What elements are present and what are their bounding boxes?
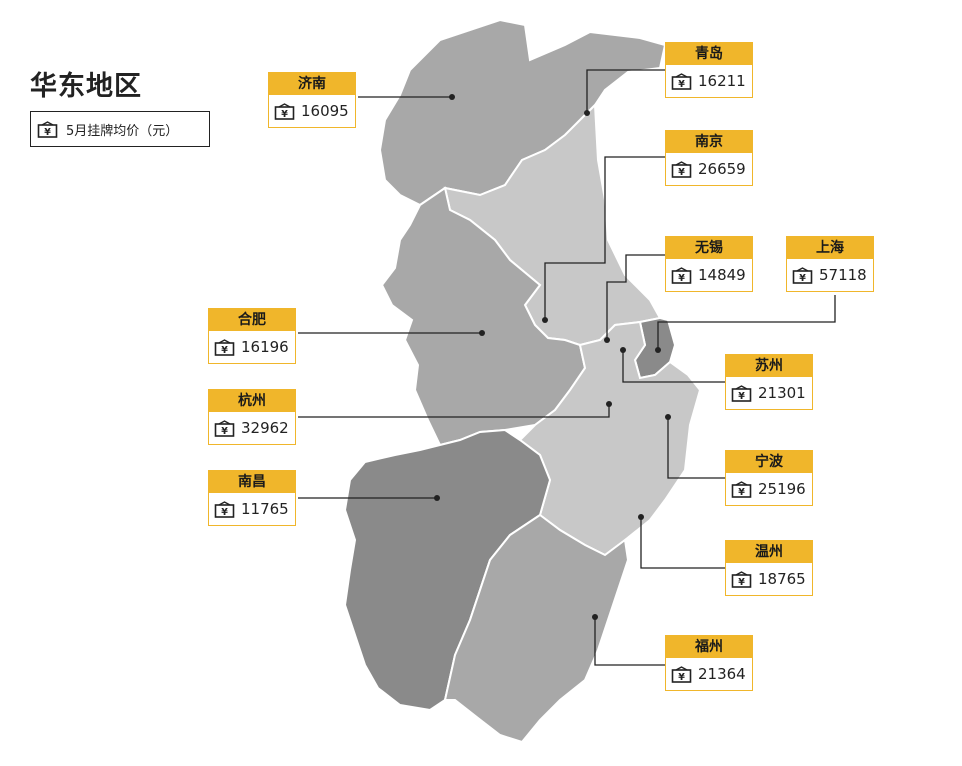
callout-nanjing: 南京 ¥26659 <box>665 130 753 186</box>
city-dots <box>434 94 671 620</box>
city-dot-nanchang <box>434 495 440 501</box>
region-zhejiang <box>518 320 702 557</box>
city-price: 32962 <box>241 419 289 437</box>
city-name: 青岛 <box>666 43 752 65</box>
price-tag-icon: ¥ <box>671 266 692 284</box>
svg-text:¥: ¥ <box>678 167 685 178</box>
leader-line-nanjing <box>544 156 665 320</box>
callout-jinan: 济南 ¥16095 <box>268 72 356 128</box>
price-tag-icon: ¥ <box>731 384 752 402</box>
city-name: 温州 <box>726 541 812 563</box>
city-price: 11765 <box>241 500 289 518</box>
price-tag-icon: ¥ <box>671 160 692 178</box>
page-title: 华东地区 <box>30 71 142 102</box>
city-price: 18765 <box>758 570 806 588</box>
callout-hangzhou: 杭州 ¥32962 <box>208 389 296 445</box>
city-name: 苏州 <box>726 355 812 377</box>
city-name: 无锡 <box>666 237 752 259</box>
leader-line-fuzhou <box>594 617 665 666</box>
city-dot-hangzhou <box>606 401 612 407</box>
city-name: 合肥 <box>209 309 295 331</box>
price-tag-icon: ¥ <box>274 102 295 120</box>
price-tag-icon: ¥ <box>671 665 692 683</box>
price-tag-icon: ¥ <box>37 120 58 138</box>
callout-wenzhou: 温州 ¥18765 <box>725 540 813 596</box>
leader-line-qingdao <box>586 69 665 113</box>
svg-text:¥: ¥ <box>678 79 685 90</box>
city-dot-shanghai <box>655 347 661 353</box>
svg-text:¥: ¥ <box>738 391 745 402</box>
svg-text:¥: ¥ <box>678 273 685 284</box>
price-tag-icon: ¥ <box>214 338 235 356</box>
svg-text:¥: ¥ <box>799 273 806 284</box>
city-dot-wenzhou <box>638 514 644 520</box>
region-jiangxi <box>343 428 552 712</box>
city-name: 南昌 <box>209 471 295 493</box>
svg-text:¥: ¥ <box>44 127 51 138</box>
svg-text:¥: ¥ <box>221 345 228 356</box>
svg-text:¥: ¥ <box>221 507 228 518</box>
city-price: 16095 <box>301 102 349 120</box>
price-tag-icon: ¥ <box>214 419 235 437</box>
leader-line-suzhou <box>622 350 725 383</box>
city-dot-suzhou <box>620 347 626 353</box>
city-name: 上海 <box>787 237 873 259</box>
callout-fuzhou: 福州 ¥21364 <box>665 635 753 691</box>
callout-hefei: 合肥 ¥16196 <box>208 308 296 364</box>
leader-lines <box>298 69 836 666</box>
city-name: 南京 <box>666 131 752 153</box>
city-dot-fuzhou <box>592 614 598 620</box>
city-price: 16196 <box>241 338 289 356</box>
price-tag-icon: ¥ <box>792 266 813 284</box>
svg-text:¥: ¥ <box>221 426 228 437</box>
svg-text:¥: ¥ <box>738 487 745 498</box>
city-price: 25196 <box>758 480 806 498</box>
callout-shanghai: 上海 ¥57118 <box>786 236 874 292</box>
svg-text:¥: ¥ <box>738 577 745 588</box>
city-price: 26659 <box>698 160 746 178</box>
leader-line-wenzhou <box>640 517 725 569</box>
city-dot-nanjing <box>542 317 548 323</box>
city-dot-jinan <box>449 94 455 100</box>
city-name: 杭州 <box>209 390 295 412</box>
legend-label: 5月挂牌均价（元） <box>66 123 179 139</box>
city-name: 福州 <box>666 636 752 658</box>
callout-suzhou: 苏州 ¥21301 <box>725 354 813 410</box>
city-dot-ningbo <box>665 414 671 420</box>
svg-text:¥: ¥ <box>281 109 288 120</box>
city-price: 57118 <box>819 266 867 284</box>
city-dot-wuxi <box>604 337 610 343</box>
leader-line-hangzhou <box>298 404 610 418</box>
svg-text:¥: ¥ <box>678 672 685 683</box>
city-dot-qingdao <box>584 110 590 116</box>
price-tag-icon: ¥ <box>731 480 752 498</box>
city-price: 16211 <box>698 72 746 90</box>
region-fujian <box>443 513 630 744</box>
legend: ¥ 5月挂牌均价（元） <box>30 111 210 147</box>
city-dot-hefei <box>479 330 485 336</box>
leader-line-ningbo <box>667 417 725 479</box>
city-name: 济南 <box>269 73 355 95</box>
callout-nanchang: 南昌 ¥11765 <box>208 470 296 526</box>
callout-qingdao: 青岛 ¥16211 <box>665 42 753 98</box>
callout-wuxi: 无锡 ¥14849 <box>665 236 753 292</box>
leader-line-wuxi <box>606 254 665 340</box>
price-tag-icon: ¥ <box>214 500 235 518</box>
price-tag-icon: ¥ <box>731 570 752 588</box>
callout-ningbo: 宁波 ¥25196 <box>725 450 813 506</box>
city-price: 14849 <box>698 266 746 284</box>
city-price: 21364 <box>698 665 746 683</box>
leader-line-shanghai <box>657 295 836 350</box>
city-name: 宁波 <box>726 451 812 473</box>
city-price: 21301 <box>758 384 806 402</box>
price-tag-icon: ¥ <box>671 72 692 90</box>
